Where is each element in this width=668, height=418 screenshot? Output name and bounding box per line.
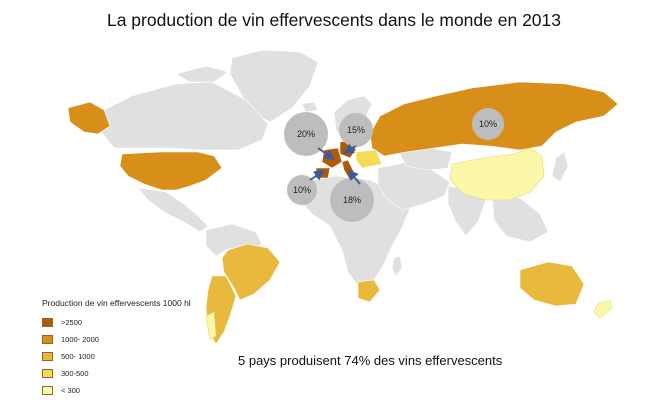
- japan-region: [551, 151, 569, 183]
- eastern-europe-region: [355, 149, 383, 169]
- legend-item: 300-500: [42, 365, 191, 382]
- alaska-region: [67, 101, 111, 135]
- arrow-germany: [342, 143, 357, 154]
- legend: Production de vin effervescents 1000 hl …: [42, 298, 191, 399]
- legend-item: 1000- 2000: [42, 331, 191, 348]
- legend-label: 500- 1000: [61, 352, 95, 361]
- bubble-france-label: 20%: [297, 129, 315, 139]
- bubble-france: [284, 112, 328, 156]
- legend-swatch: [42, 318, 53, 327]
- legend-title: Production de vin effervescents 1000 hl: [42, 298, 191, 308]
- legend-label: >2500: [61, 318, 83, 327]
- bubble-italy: [330, 178, 374, 222]
- australia-region: [519, 261, 585, 307]
- arrow-spain: [309, 170, 325, 181]
- madagascar-region: [391, 255, 403, 277]
- bubble-russia: [472, 108, 504, 140]
- arrow-france: [317, 147, 335, 161]
- legend-label: 300-500: [61, 369, 89, 378]
- new-zealand-region: [593, 299, 613, 319]
- legend-label: < 300: [61, 386, 80, 395]
- spain-region: [315, 167, 331, 179]
- southeast-asia-region: [491, 195, 549, 243]
- greenland-region: [229, 49, 319, 123]
- summary-text: 5 pays produisent 74% des vins effervesc…: [238, 353, 503, 368]
- china-region: [449, 147, 545, 201]
- south-africa-region: [357, 279, 381, 303]
- bubble-russia-label: 10%: [479, 119, 497, 129]
- legend-swatch: [42, 369, 53, 378]
- bubble-germany-label: 15%: [347, 125, 365, 135]
- arrow-italy: [347, 169, 361, 185]
- legend-item: < 300: [42, 382, 191, 399]
- legend-item: >2500: [42, 314, 191, 331]
- bubble-italy-label: 18%: [343, 195, 361, 205]
- share-bubbles: 20% 15% 10% 10% 18%: [284, 108, 504, 222]
- canada-region: [99, 81, 269, 151]
- canada-islands: [175, 65, 229, 83]
- legend-swatch: [42, 352, 53, 361]
- legend-label: 1000- 2000: [61, 335, 99, 344]
- iceland-region: [301, 101, 319, 113]
- chile-south-region: [205, 311, 217, 341]
- bubble-spain: [287, 175, 317, 205]
- brazil-region: [221, 243, 281, 301]
- legend-swatch: [42, 386, 53, 395]
- mexico-central-america-region: [137, 187, 209, 233]
- legend-item: 500- 1000: [42, 348, 191, 365]
- usa-region: [119, 151, 223, 191]
- bubble-spain-label: 10%: [293, 185, 311, 195]
- map-title: La production de vin effervescents dans …: [106, 10, 562, 30]
- bubble-germany: [339, 113, 373, 147]
- legend-swatch: [42, 335, 53, 344]
